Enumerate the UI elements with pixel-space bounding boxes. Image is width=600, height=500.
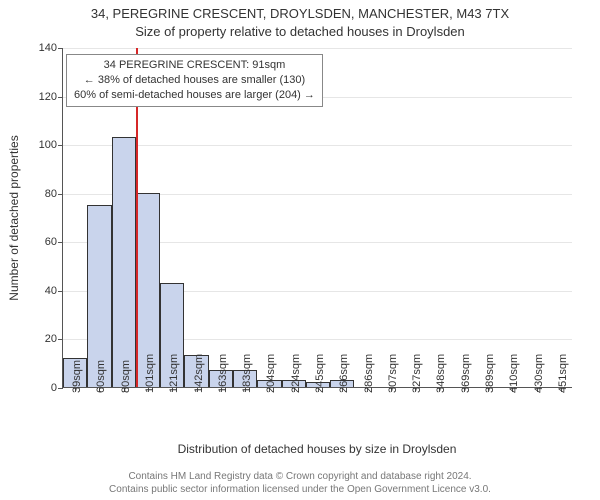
chart-container: 34, PEREGRINE CRESCENT, DROYLSDEN, MANCH… [0,0,600,500]
grid-line [63,48,572,49]
x-tick-label: 204sqm [265,354,277,393]
x-tick-label: 121sqm [168,354,180,393]
x-tick-label: 451sqm [557,354,569,393]
grid-line [63,145,572,146]
y-tick-label: 80 [45,188,63,200]
y-tick-label: 60 [45,236,63,248]
annotation-line-1: 34 PEREGRINE CRESCENT: 91sqm [74,58,315,73]
x-tick-label: 286sqm [363,354,375,393]
footer-credits: Contains HM Land Registry data © Crown c… [0,470,600,496]
x-tick-label: 389sqm [484,354,496,393]
x-tick-label: 183sqm [241,354,253,393]
x-axis-label: Distribution of detached houses by size … [62,442,572,456]
x-tick-label: 266sqm [338,354,350,393]
y-tick-label: 120 [39,91,63,103]
y-tick-label: 100 [39,139,63,151]
x-tick-label: 39sqm [71,360,83,393]
x-tick-label: 224sqm [290,354,302,393]
x-tick-label: 327sqm [411,354,423,393]
x-tick-label: 307sqm [387,354,399,393]
annotation-line-3: 60% of semi-detached houses are larger (… [74,88,315,103]
x-tick-label: 369sqm [460,354,472,393]
y-tick-label: 20 [45,333,63,345]
x-tick-label: 60sqm [95,360,107,393]
x-tick-label: 245sqm [314,354,326,393]
x-tick-label: 348sqm [435,354,447,393]
footer-line-2: Contains public sector information licen… [0,483,600,496]
y-tick-label: 0 [51,382,63,394]
chart-title-subtitle: Size of property relative to detached ho… [0,24,600,39]
footer-line-1: Contains HM Land Registry data © Crown c… [0,470,600,483]
bar [112,137,136,387]
x-tick-label: 101sqm [144,354,156,393]
y-tick-label: 40 [45,285,63,297]
x-tick-label: 142sqm [193,354,205,393]
annotation-box: 34 PEREGRINE CRESCENT: 91sqm ← 38% of de… [66,54,323,107]
x-tick-label: 163sqm [217,354,229,393]
y-tick-label: 140 [39,42,63,54]
x-tick-label: 410sqm [508,354,520,393]
y-axis-label: Number of detached properties [7,135,21,300]
x-tick-label: 80sqm [120,360,132,393]
chart-title-address: 34, PEREGRINE CRESCENT, DROYLSDEN, MANCH… [0,6,600,21]
annotation-line-2: ← 38% of detached houses are smaller (13… [74,73,315,88]
x-tick-label: 430sqm [533,354,545,393]
